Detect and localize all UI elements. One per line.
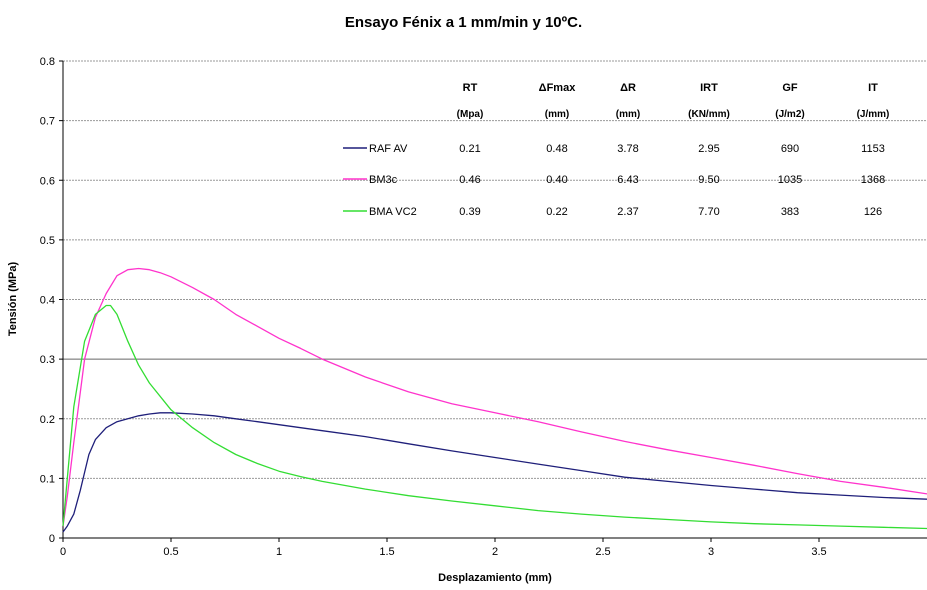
y-axis-label: Tensión (MPa) bbox=[7, 262, 19, 336]
y-tick-label: 0.2 bbox=[40, 414, 55, 426]
y-tick-label: 0.7 bbox=[40, 116, 55, 128]
series-line-raf-av bbox=[63, 413, 927, 532]
x-tick-label: 1 bbox=[276, 546, 282, 558]
stats-table: RT (Mpa) ΔFmax (mm) ΔR (mm) IRT (KN/mm) GF (J/m2)… bbox=[343, 82, 889, 218]
stats-header: ΔFmax bbox=[539, 82, 577, 94]
x-axis-ticks: 0 0.5 1 1.5 2 2.5 3 3.5 bbox=[60, 538, 827, 558]
stats-value: 6.43 bbox=[617, 174, 638, 186]
stats-value: 126 bbox=[864, 206, 882, 218]
stats-value: 0.46 bbox=[459, 174, 480, 186]
stats-value: 0.21 bbox=[459, 143, 480, 155]
x-tick-label: 0 bbox=[60, 546, 66, 558]
y-axis-ticks: 0 0.1 0.2 0.3 0.4 0.5 0.6 0.7 0.8 bbox=[40, 56, 63, 545]
stats-value: 1153 bbox=[861, 143, 885, 155]
stats-value: 9.50 bbox=[698, 174, 719, 186]
legend-label: BMA VC2 bbox=[369, 206, 417, 218]
stats-unit: (mm) bbox=[545, 109, 569, 120]
stats-unit: (mm) bbox=[616, 109, 640, 120]
stats-value: 0.39 bbox=[459, 206, 480, 218]
stats-value: 0.48 bbox=[546, 143, 567, 155]
stats-header: ΔR bbox=[620, 82, 636, 94]
y-tick-label: 0.4 bbox=[40, 295, 55, 307]
stats-header: RT bbox=[463, 82, 478, 94]
stats-value: 383 bbox=[781, 206, 799, 218]
stats-value: 0.22 bbox=[546, 206, 567, 218]
legend-label: RAF AV bbox=[369, 143, 408, 155]
y-tick-label: 0.6 bbox=[40, 175, 55, 187]
stats-value: 0.40 bbox=[546, 174, 567, 186]
y-tick-label: 0.5 bbox=[40, 235, 55, 247]
stats-value: 2.95 bbox=[698, 143, 719, 155]
x-tick-label: 2 bbox=[492, 546, 498, 558]
stats-value: 3.78 bbox=[617, 143, 638, 155]
stats-header: IT bbox=[868, 82, 878, 94]
stats-value: 1035 bbox=[778, 174, 802, 186]
stats-unit: (J/m2) bbox=[775, 109, 804, 120]
x-tick-label: 1.5 bbox=[379, 546, 394, 558]
data-series bbox=[63, 269, 927, 533]
y-tick-label: 0 bbox=[49, 533, 55, 545]
x-tick-label: 2.5 bbox=[595, 546, 610, 558]
stats-value: 690 bbox=[781, 143, 799, 155]
legend-label: BM3c bbox=[369, 174, 398, 186]
x-tick-label: 3.5 bbox=[811, 546, 826, 558]
stats-unit: (J/mm) bbox=[857, 109, 890, 120]
x-tick-label: 3 bbox=[708, 546, 714, 558]
gridlines bbox=[63, 61, 927, 478]
stats-unit: (KN/mm) bbox=[688, 109, 730, 120]
x-tick-label: 0.5 bbox=[163, 546, 178, 558]
stats-value: 1368 bbox=[861, 174, 885, 186]
x-axis-label: Desplazamiento (mm) bbox=[63, 572, 927, 584]
y-tick-label: 0.8 bbox=[40, 56, 55, 68]
y-tick-label: 0.3 bbox=[40, 354, 55, 366]
stats-value: 7.70 bbox=[698, 206, 719, 218]
stats-unit: (Mpa) bbox=[457, 109, 484, 120]
stats-header: IRT bbox=[700, 82, 718, 94]
y-tick-label: 0.1 bbox=[40, 473, 55, 485]
series-line-bma-vc2 bbox=[63, 306, 927, 529]
stats-value: 2.37 bbox=[617, 206, 638, 218]
stats-header: GF bbox=[782, 82, 798, 94]
series-line-bm3c bbox=[63, 269, 927, 527]
